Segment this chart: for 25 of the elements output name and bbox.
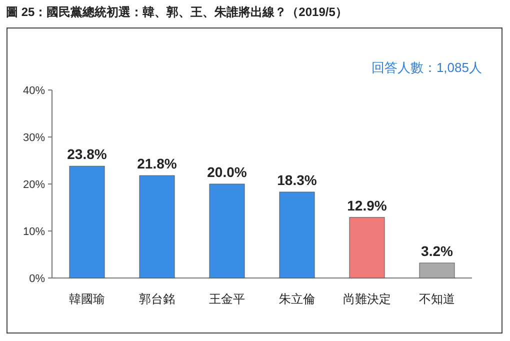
data-label: 18.3% (277, 172, 318, 188)
bar (139, 175, 175, 278)
bar (69, 166, 105, 278)
bar (349, 217, 385, 278)
data-label: 23.8% (67, 146, 108, 162)
y-tick-label: 0% (29, 273, 46, 285)
y-tick-label: 30% (22, 132, 46, 144)
x-tick-label: 不知道 (419, 292, 455, 306)
x-tick-label: 尚難決定 (343, 292, 391, 306)
x-tick-label: 郭台銘 (139, 292, 175, 306)
y-tick-label: 40% (22, 85, 46, 97)
text: 回答人數：1,085人 (371, 60, 482, 75)
data-label: 20.0% (207, 164, 248, 180)
data-label: 3.2% (421, 242, 454, 259)
bar (419, 262, 455, 278)
bar (279, 192, 315, 278)
chart-title: 圖 25：國民黨總統初選：韓、郭、王、朱誰將出線？（2019/5） (6, 5, 348, 19)
y-tick-label: 20% (22, 179, 46, 191)
data-label: 12.9% (347, 197, 388, 214)
y-tick-label: 10% (22, 226, 46, 238)
bar (209, 184, 245, 278)
x-tick-label: 韓國瑜 (69, 292, 105, 306)
data-label: 21.8% (137, 156, 178, 172)
x-tick-label: 王金平 (209, 292, 245, 306)
x-tick-label: 朱立倫 (279, 292, 315, 306)
